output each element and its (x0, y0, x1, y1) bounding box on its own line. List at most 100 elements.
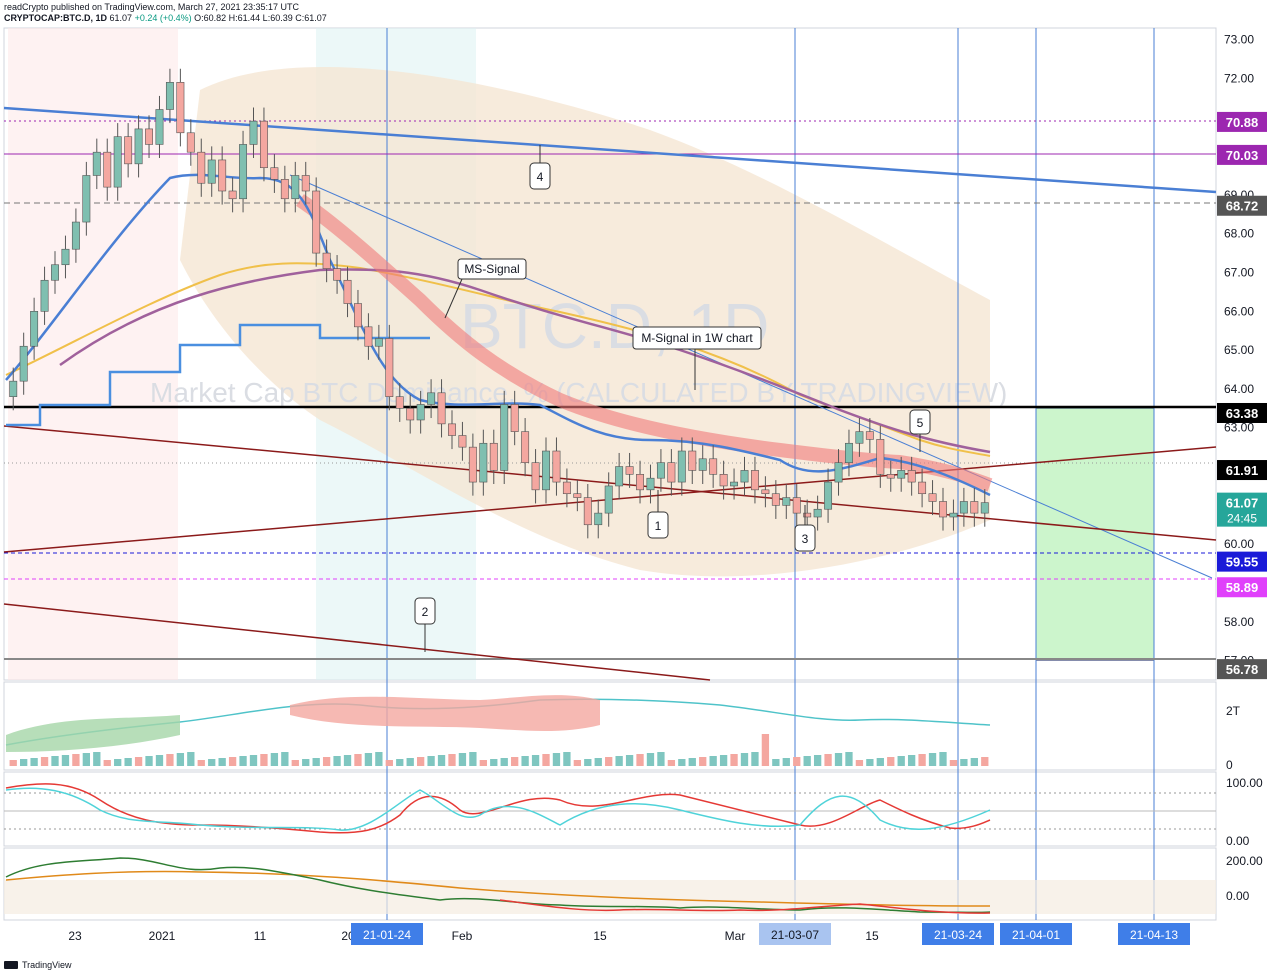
date-badge (1000, 923, 1072, 945)
volume-bar (772, 759, 780, 766)
volume-bar (928, 753, 937, 766)
volume-bar (594, 758, 602, 766)
candle (165, 82, 174, 110)
callout-ms-signal-text: MS-Signal (464, 262, 519, 276)
date-badge-label: 21-01-24 (363, 928, 411, 942)
volume-bar (699, 757, 707, 766)
price-badge (1217, 111, 1267, 132)
volume-bar (678, 759, 686, 766)
candle (907, 470, 916, 483)
volume-bar (448, 754, 456, 766)
callout-2[interactable]: 2 (414, 597, 436, 652)
footer-brand[interactable]: TradingView (22, 960, 72, 970)
candle (61, 248, 70, 266)
price-badge-label: 61.91 (1226, 463, 1259, 478)
candle (197, 151, 206, 184)
candle (427, 392, 436, 405)
volume-bar (646, 753, 655, 766)
candle (876, 439, 885, 475)
volume-bar (479, 760, 487, 766)
volume-bar (730, 754, 738, 766)
volume-bar (260, 754, 268, 766)
volume-bar (782, 758, 790, 766)
price-badge-label: 70.03 (1226, 148, 1259, 163)
candle (92, 151, 101, 176)
candle (604, 485, 613, 514)
candle (719, 474, 728, 487)
candle (385, 338, 394, 397)
candle (364, 326, 373, 347)
trendline-4[interactable] (3, 106, 1217, 194)
volume-bar (406, 758, 414, 766)
time-tick-label: 15 (865, 929, 879, 943)
price-badge (1217, 402, 1267, 423)
callout-5-text: 5 (917, 416, 924, 430)
volume-bar (93, 752, 101, 766)
trendline-dark-red-upper[interactable] (3, 425, 1217, 541)
callout-3[interactable]: 3 (794, 505, 816, 552)
callout-4[interactable]: 4 (529, 145, 551, 190)
volume-bar (500, 758, 508, 766)
candle (939, 501, 947, 518)
callout-5[interactable]: 5 (909, 409, 931, 452)
candle (803, 512, 812, 518)
candle (395, 396, 404, 409)
price-change: +0.24 (+0.4%) (134, 13, 192, 23)
stoch-slow-line (5, 783, 991, 834)
time-tick-label: 23 (68, 929, 82, 943)
volume-bar (793, 757, 801, 766)
volume-bar (584, 759, 592, 766)
candle (656, 462, 665, 479)
candle (677, 450, 686, 483)
volume-cloud-green (6, 715, 180, 752)
volume-bar (887, 757, 895, 766)
candle (813, 508, 822, 518)
candle (928, 493, 937, 502)
candle (698, 458, 707, 471)
volume-bar (396, 759, 404, 766)
callout-1[interactable]: 1 (647, 490, 669, 539)
volume-bar (751, 752, 759, 766)
candle (521, 431, 530, 463)
volume-bar (354, 754, 362, 766)
volume-bar (20, 759, 28, 766)
candle (918, 481, 927, 495)
symbol-name[interactable]: CRYPTOCAP:BTC.D, 1D (4, 13, 108, 23)
volume-bar (208, 759, 216, 766)
price-badge (1217, 144, 1267, 165)
vol-tick-2t: 2T (1226, 704, 1241, 718)
price-badge-label: 61.07 (1226, 496, 1259, 511)
volume-bar (145, 756, 153, 766)
price-badge-countdown: 24:45 (1227, 512, 1257, 526)
target-box[interactable] (1035, 407, 1155, 661)
candle (207, 159, 216, 184)
osc3-green-line (5, 857, 991, 914)
candle (865, 431, 874, 440)
trendline-2[interactable] (3, 603, 711, 681)
volume-bar (615, 756, 623, 766)
price-badge-label: 58.89 (1226, 580, 1259, 595)
candle (354, 303, 362, 328)
callout-m-signal[interactable]: M-Signal in 1W chart (632, 326, 762, 390)
candle (667, 462, 676, 483)
price-badge-label: 63.38 (1226, 406, 1259, 421)
volume-bar (866, 759, 874, 766)
volume-bar (573, 760, 582, 766)
ms-signal-line (59, 268, 991, 454)
candle (855, 431, 864, 444)
candle (113, 136, 122, 188)
price-tick-label: 63.00 (1224, 421, 1254, 435)
volume-bar (333, 756, 341, 766)
volume-bar (343, 755, 352, 766)
volume-cloud-red (290, 695, 600, 732)
candle (489, 442, 498, 471)
date-badge (759, 923, 831, 945)
volume-bar (312, 758, 320, 766)
candle (845, 442, 853, 463)
candle (124, 136, 133, 165)
symbol-line: CRYPTOCAP:BTC.D, 1D 61.07 +0.24 (+0.4%) … (4, 13, 327, 24)
price-badge-label: 56.78 (1226, 662, 1259, 677)
callout-ms-signal[interactable]: MS-Signal (444, 258, 527, 319)
